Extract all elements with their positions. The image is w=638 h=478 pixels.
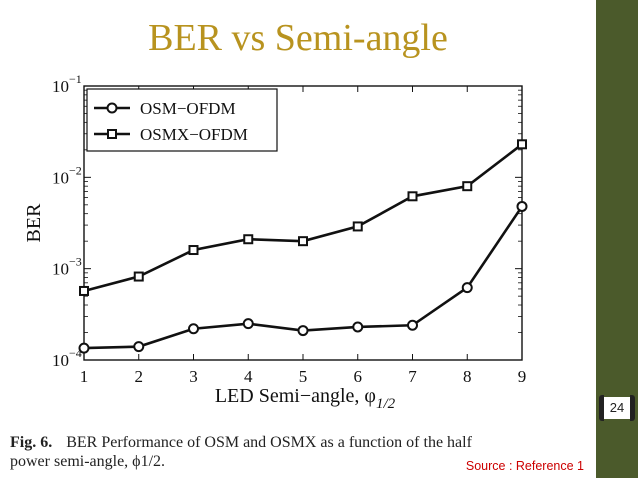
ber-chart: 1 2 3 4 5 6 7 8 9 10−1 10−2 10−3 10−4 OSM−OFDM OSMX−… xyxy=(23,72,528,412)
x-tick-label: 7 xyxy=(408,367,417,386)
x-tick-label: 1 xyxy=(80,367,89,386)
axis-ticks: 1 2 3 4 5 6 7 8 9 10−1 10−2 10−3 10−4 xyxy=(52,72,526,386)
data-point-1 xyxy=(462,181,473,192)
data-point-1 xyxy=(407,191,418,202)
data-point-0 xyxy=(188,323,199,335)
source-note: Source : Reference 1 xyxy=(465,459,584,473)
data-point-0 xyxy=(242,318,254,330)
legend-marker-osmx xyxy=(107,129,117,139)
x-tick-label: 5 xyxy=(299,367,308,386)
caption-text-1: BER Performance of OSM and OSMX as a fun… xyxy=(66,434,472,451)
y-tick-label: 10−2 xyxy=(52,163,82,187)
x-tick-label: 6 xyxy=(354,367,363,386)
caption-fig-label: Fig. 6. xyxy=(10,434,53,451)
y-axis-label: BER xyxy=(23,203,45,243)
data-point-1 xyxy=(352,221,363,232)
page-number-badge: 24 xyxy=(596,393,638,423)
caption-line-2: power semi-angle, ϕ1/2. xyxy=(10,453,166,470)
x-axis-label-main: LED Semi−angle, φ xyxy=(215,385,376,407)
data-point-0 xyxy=(133,341,145,353)
caption-line-1: Fig. 6. BER Performance of OSM and OSMX a… xyxy=(10,433,590,452)
data-point-0 xyxy=(461,282,473,294)
x-tick-label: 3 xyxy=(189,367,198,386)
y-tick-label: 10−1 xyxy=(52,72,82,96)
data-point-1 xyxy=(79,285,89,296)
bracket-left-icon xyxy=(599,395,604,421)
y-tick-label: 10−4 xyxy=(52,346,82,370)
figure-caption: Fig. 6. BER Performance of OSM and OSMX a… xyxy=(10,433,590,471)
data-point-0 xyxy=(516,200,528,212)
x-axis-label: LED Semi−angle, φ1/2 xyxy=(215,385,396,412)
data-point-0 xyxy=(78,342,90,354)
slide-title: BER vs Semi-angle xyxy=(148,17,448,59)
data-point-1 xyxy=(188,245,199,256)
bracket-right-icon xyxy=(630,395,635,421)
y-tick-label: 10−3 xyxy=(52,255,82,279)
legend-label-osm: OSM−OFDM xyxy=(140,99,236,118)
legend-box xyxy=(86,88,278,152)
data-point-0 xyxy=(352,321,364,333)
data-point-1 xyxy=(517,139,527,150)
data-point-1 xyxy=(243,234,254,245)
x-tick-label: 4 xyxy=(244,367,253,386)
series-layer xyxy=(78,139,528,354)
legend: OSM−OFDM OSMX−OFDM xyxy=(86,88,278,152)
data-point-0 xyxy=(297,325,309,337)
legend-label-osmx: OSMX−OFDM xyxy=(140,125,248,144)
data-point-1 xyxy=(133,271,144,282)
data-point-1 xyxy=(298,236,308,247)
data-point-0 xyxy=(407,319,418,331)
x-tick-label: 9 xyxy=(518,367,527,386)
x-tick-label: 2 xyxy=(135,367,144,386)
x-axis-label-sub: 1/2 xyxy=(376,396,396,412)
page-number: 24 xyxy=(604,397,630,419)
legend-marker-osm xyxy=(106,102,118,114)
x-tick-label: 8 xyxy=(463,367,472,386)
